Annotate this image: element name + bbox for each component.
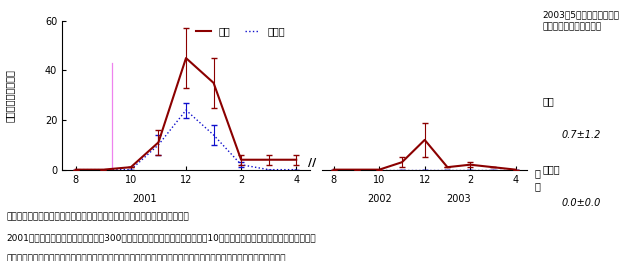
Text: 年: 年 (534, 181, 540, 191)
Text: 2001年７月中旬にカラスムギ種子を300粒播種し、耕起区は播種当日に耕深10㎝で耕起し、不耕起区は裸地地表面に放: 2001年７月中旬にカラスムギ種子を300粒播種し、耕起区は播種当日に耕深10㎝… (6, 234, 316, 242)
Legend: 耕起, 不耕起: 耕起, 不耕起 (192, 23, 289, 40)
Text: 2003年5月に回収されたポ
ットあたり未発芽種子数: 2003年5月に回収されたポ ットあたり未発芽種子数 (542, 10, 619, 31)
Text: //: // (308, 158, 317, 168)
Text: 0.0±0.0: 0.0±0.0 (561, 198, 601, 208)
Text: 図１．地表面および土中に播種したカラスムギ当年産種子の出芽パターン。: 図１．地表面および土中に播種したカラスムギ当年産種子の出芽パターン。 (6, 213, 189, 222)
Text: 不耕起: 不耕起 (542, 164, 560, 174)
Text: 2001: 2001 (132, 194, 157, 204)
Text: 置した。耕起はその１回のみで、以後種子の移入がない条件で２年間出芽を観測した。３反復の平均値と標準偏差。: 置した。耕起はその１回のみで、以後種子の移入がない条件で２年間出芽を観測した。３… (6, 254, 286, 261)
Text: 耕起: 耕起 (542, 97, 554, 106)
Text: 2002: 2002 (367, 194, 392, 204)
Text: ポットあたり出芽数: ポットあたり出芽数 (4, 69, 14, 122)
Text: 月: 月 (534, 168, 540, 178)
Text: 2003: 2003 (446, 194, 471, 204)
Text: 0.7±1.2: 0.7±1.2 (561, 130, 601, 140)
